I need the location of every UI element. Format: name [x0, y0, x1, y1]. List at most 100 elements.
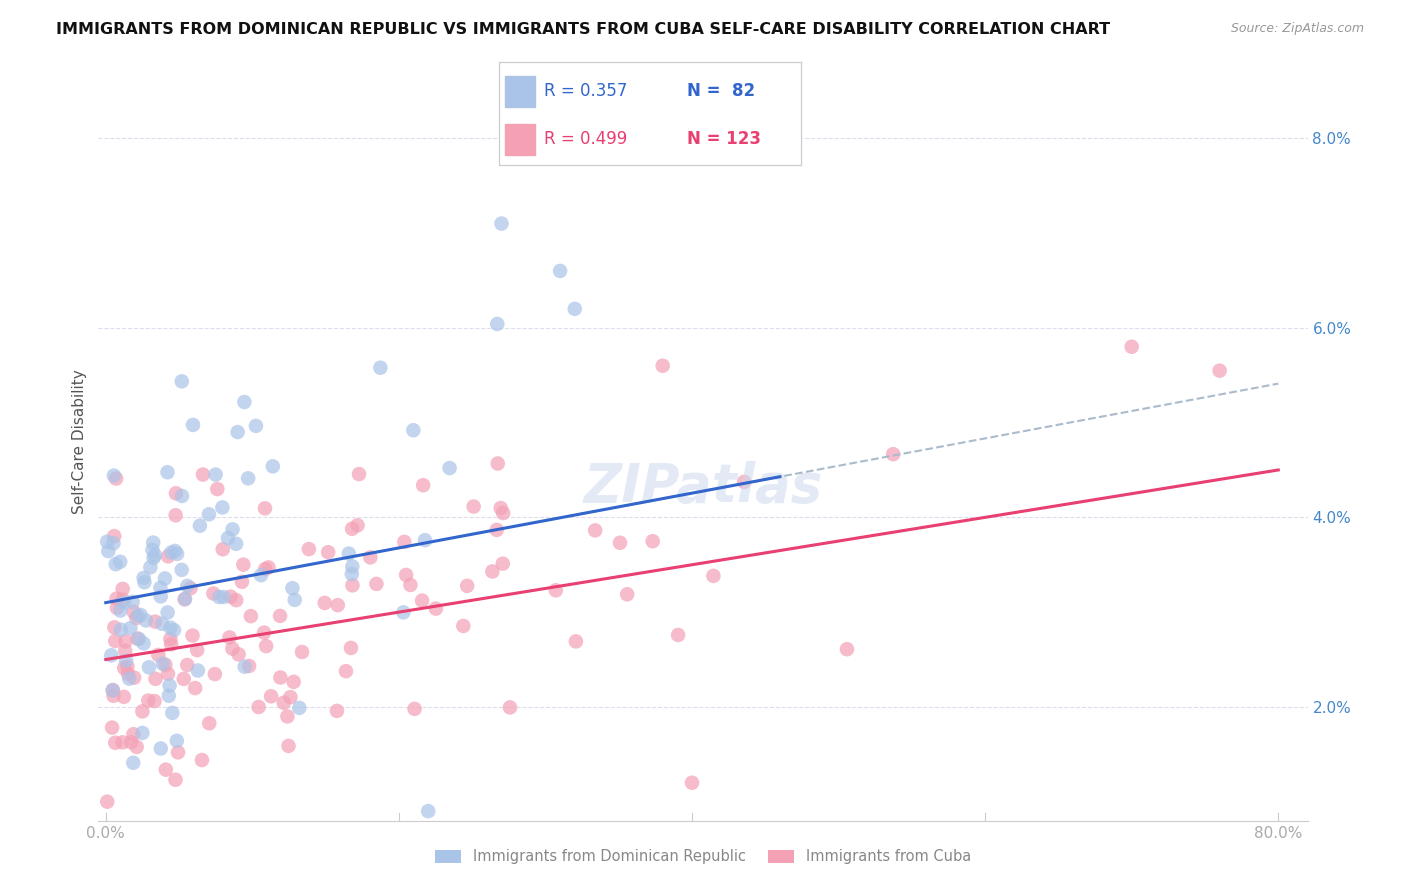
Point	[163, 544, 186, 558]
Point	[129, 607, 152, 622]
Text: N = 123: N = 123	[686, 130, 761, 148]
Point	[489, 501, 512, 516]
Point	[326, 598, 349, 612]
Point	[142, 550, 165, 565]
Point	[105, 600, 128, 615]
Point	[276, 709, 298, 723]
Point	[120, 735, 142, 749]
Point	[114, 634, 136, 648]
Point	[288, 701, 311, 715]
Point	[359, 550, 381, 565]
Point	[239, 609, 262, 624]
Point	[212, 823, 235, 838]
Point	[226, 425, 249, 439]
Point	[188, 518, 211, 533]
Point	[127, 608, 149, 623]
Point	[152, 657, 174, 671]
Point	[456, 579, 478, 593]
Point	[366, 577, 388, 591]
Point	[411, 593, 433, 607]
Point	[218, 631, 240, 645]
Point	[131, 705, 153, 719]
Point	[291, 645, 314, 659]
Point	[145, 672, 167, 686]
Point	[340, 522, 363, 536]
Point	[395, 568, 418, 582]
Point	[173, 672, 195, 686]
Point	[100, 648, 122, 663]
Point	[641, 534, 664, 549]
Point	[548, 264, 571, 278]
Point	[166, 733, 188, 747]
Point	[202, 586, 225, 600]
Point	[233, 395, 256, 409]
Point	[247, 700, 270, 714]
Point	[238, 659, 260, 673]
Point	[149, 741, 172, 756]
Point	[187, 664, 209, 678]
Point	[117, 666, 139, 681]
Point	[232, 558, 254, 572]
Point	[439, 461, 461, 475]
Point	[155, 657, 177, 672]
Point	[170, 489, 193, 503]
Legend: Immigrants from Dominican Republic, Immigrants from Cuba: Immigrants from Dominican Republic, Immi…	[429, 844, 977, 871]
Point	[254, 639, 277, 653]
Point	[122, 727, 145, 741]
Point	[254, 562, 277, 576]
Point	[136, 693, 159, 707]
Bar	[505, 124, 536, 155]
Point	[111, 735, 134, 749]
Point	[402, 423, 425, 437]
Point	[340, 567, 363, 582]
Point	[103, 536, 125, 550]
Point	[112, 596, 135, 610]
Point	[280, 690, 302, 705]
Point	[492, 557, 515, 571]
Point	[212, 590, 235, 604]
Point	[277, 739, 299, 753]
Point	[149, 590, 172, 604]
Point	[159, 632, 181, 646]
Point	[342, 559, 364, 574]
Point	[120, 621, 142, 635]
Point	[486, 457, 509, 471]
Point	[413, 533, 436, 548]
Point	[165, 772, 187, 787]
Point	[616, 587, 638, 601]
Point	[176, 579, 198, 593]
Point	[143, 548, 166, 562]
Point	[143, 694, 166, 708]
Bar	[505, 76, 536, 106]
Point	[651, 359, 673, 373]
Point	[231, 574, 253, 589]
Point	[103, 689, 125, 703]
Point	[191, 467, 214, 482]
Point	[253, 501, 276, 516]
Point	[156, 465, 179, 479]
Point	[273, 696, 295, 710]
Point	[149, 581, 172, 595]
Point	[163, 623, 186, 637]
Point	[326, 704, 349, 718]
Point	[565, 634, 588, 648]
Point	[112, 661, 135, 675]
Point	[110, 603, 132, 617]
Point	[221, 641, 243, 656]
Point	[499, 700, 522, 714]
Point	[173, 592, 195, 607]
Point	[544, 583, 567, 598]
Point	[105, 471, 128, 485]
Y-axis label: Self-Care Disability: Self-Care Disability	[72, 369, 87, 514]
Point	[134, 575, 156, 590]
Point	[110, 623, 132, 637]
Point	[153, 571, 176, 585]
Point	[681, 776, 703, 790]
Point	[104, 634, 127, 648]
Text: IMMIGRANTS FROM DOMINICAN REPUBLIC VS IMMIGRANTS FROM CUBA SELF-CARE DISABILITY : IMMIGRANTS FROM DOMINICAN REPUBLIC VS IM…	[56, 22, 1111, 37]
Point	[198, 716, 221, 731]
Point	[111, 582, 134, 596]
Point	[103, 468, 125, 483]
Point	[111, 592, 134, 607]
Point	[103, 620, 125, 634]
